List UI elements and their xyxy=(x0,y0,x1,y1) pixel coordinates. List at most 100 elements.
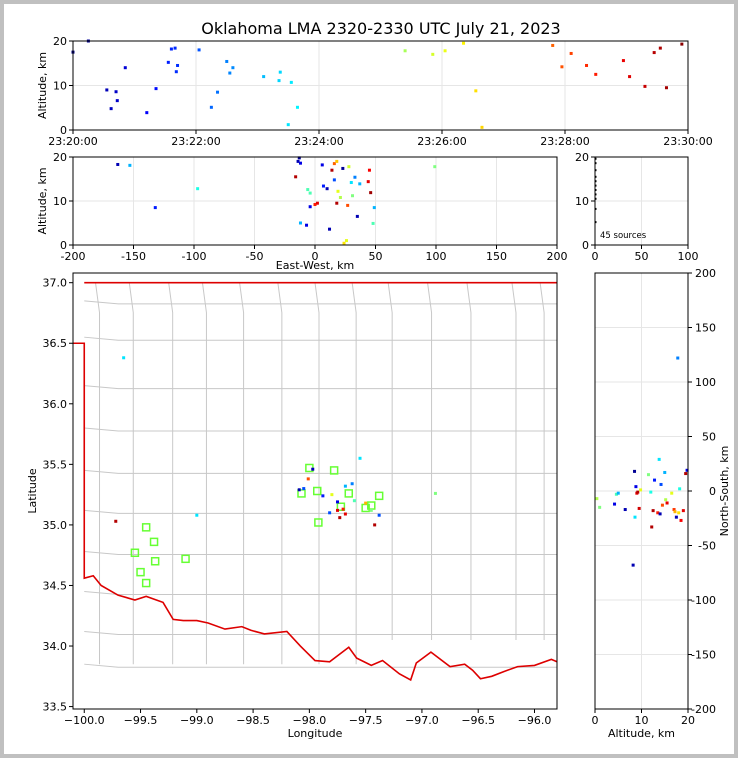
plan-view-xtick-label: −97.5 xyxy=(349,714,383,727)
ew-height-source-point xyxy=(308,191,312,195)
time-height-xtick-label: 23:20:00 xyxy=(48,135,97,148)
ns-height-source-point xyxy=(660,503,664,507)
ew-height-source-point xyxy=(332,178,336,182)
time-height-xtick-label: 23:26:00 xyxy=(417,135,466,148)
time-height-source-point xyxy=(115,99,119,103)
plan-view-ytick-label: 37.0 xyxy=(43,277,68,290)
plan-view-source-point xyxy=(328,511,332,515)
county-line xyxy=(539,282,545,640)
county-line xyxy=(84,509,557,514)
time-height-source-point xyxy=(474,89,478,93)
ns-height-source-point xyxy=(650,525,654,529)
county-line xyxy=(84,469,557,474)
plan-view-ytick-label: 33.5 xyxy=(43,701,68,714)
time-height-source-point xyxy=(105,88,109,92)
ns-height-source-point xyxy=(673,510,677,514)
plan-view-frame xyxy=(72,272,558,710)
ns-height-source-point xyxy=(657,457,661,461)
ew-height-xtick-label: 200 xyxy=(547,250,568,263)
plan-view-source-point xyxy=(338,516,342,520)
ew-height-source-point xyxy=(335,159,339,163)
time-height-xtick-label: 23:24:00 xyxy=(294,135,343,148)
ew-height-ytick-label: 10 xyxy=(53,195,67,208)
plan-view-xtick-label: −99.5 xyxy=(124,714,158,727)
histogram-bin xyxy=(595,162,597,165)
ns-height-source-point xyxy=(623,508,627,512)
ns-height-source-point xyxy=(678,487,682,491)
ew-height-source-point xyxy=(332,162,336,166)
ns-height-source-point xyxy=(674,515,678,519)
ns-height-xtick-label: 0 xyxy=(592,714,599,727)
ns-height-source-point xyxy=(685,468,689,472)
ew-height-source-point xyxy=(347,165,351,169)
county-line xyxy=(427,282,433,640)
ew-height-source-point xyxy=(306,188,310,192)
time-height-xtick-label: 23:30:00 xyxy=(663,135,712,148)
lma-station-marker xyxy=(329,466,339,475)
ew-height-source-point xyxy=(338,195,342,199)
ew-height-source-point xyxy=(351,194,355,198)
ns-height-ytick-label: -150 xyxy=(691,649,716,662)
plan-view-xtick-label: −96.0 xyxy=(518,714,552,727)
county-line xyxy=(314,282,320,665)
ns-height-source-point xyxy=(658,512,662,516)
plan-view-ytick-label: 34.0 xyxy=(43,640,68,653)
ew-height-source-point xyxy=(335,201,339,205)
ew-height-source-point xyxy=(315,201,319,205)
ns-height-source-point xyxy=(679,518,683,522)
histogram-xtick-label: 50 xyxy=(635,250,649,263)
ns-height-source-point xyxy=(616,491,620,495)
time-height-source-point xyxy=(628,75,632,79)
county-line xyxy=(201,282,207,665)
time-height-ytick-label: 0 xyxy=(60,124,67,137)
time-height-source-point xyxy=(231,66,235,70)
ns-height-source-point xyxy=(651,509,655,513)
ew-height-source-point xyxy=(371,221,375,225)
time-height-source-point xyxy=(289,80,293,84)
plan-view-source-point xyxy=(352,499,356,503)
ew-height-xtick-label: 50 xyxy=(369,250,383,263)
ew-height-ylabel: Altitude, km xyxy=(36,167,49,234)
ew-height-xtick-label: 100 xyxy=(426,250,447,263)
state-border-south xyxy=(73,342,558,682)
lma-figure: Oklahoma LMA 2320-2330 UTC July 21, 2023… xyxy=(26,19,731,740)
ew-height-source-point xyxy=(305,223,309,227)
time-height-source-point xyxy=(154,87,158,91)
ns-height-ytick-label: 0 xyxy=(709,485,716,498)
ns-height-source-point xyxy=(595,497,599,501)
plan-view-ytick-label: 36.0 xyxy=(43,398,68,411)
ew-height-source-point xyxy=(313,203,317,207)
ns-height-source-point xyxy=(681,509,685,513)
ew-height-source-point xyxy=(341,166,345,170)
time-height-source-point xyxy=(123,66,127,70)
histogram-bin xyxy=(595,175,597,178)
ns-height-source-point xyxy=(676,356,680,360)
plan-view-xtick-label: −100.0 xyxy=(64,714,105,727)
time-height-source-point xyxy=(174,70,178,74)
time-height-source-point xyxy=(621,59,625,63)
ew-height-source-point xyxy=(330,168,334,172)
plan-view-ylabel: Latitude xyxy=(26,468,39,514)
plan-view-source-point xyxy=(433,491,437,495)
ew-height-source-point xyxy=(321,184,325,188)
time-height-source-point xyxy=(480,125,484,129)
ew-height-source-point xyxy=(328,227,332,231)
ns-height-source-point xyxy=(614,492,618,496)
county-line xyxy=(84,663,557,668)
ew-height-source-point xyxy=(298,221,302,225)
county-line xyxy=(351,282,357,665)
ns-height-xtick-label: 10 xyxy=(635,714,649,727)
plan-view-source-point xyxy=(343,512,347,516)
time-height-source-point xyxy=(145,111,149,115)
county-line xyxy=(84,385,557,390)
figure-title: Oklahoma LMA 2320-2330 UTC July 21, 2023 xyxy=(201,19,560,38)
ew-height-source-point xyxy=(128,163,132,167)
time-height-source-point xyxy=(403,49,407,53)
time-height-source-point xyxy=(443,49,447,53)
time-height-xtick-label: 23:22:00 xyxy=(171,135,220,148)
time-height-ylabel: Altitude, km xyxy=(36,52,49,119)
lma-station-marker xyxy=(136,567,145,577)
histogram-ytick-label: 10 xyxy=(575,195,589,208)
ns-height-ytick-label: 50 xyxy=(702,431,716,444)
